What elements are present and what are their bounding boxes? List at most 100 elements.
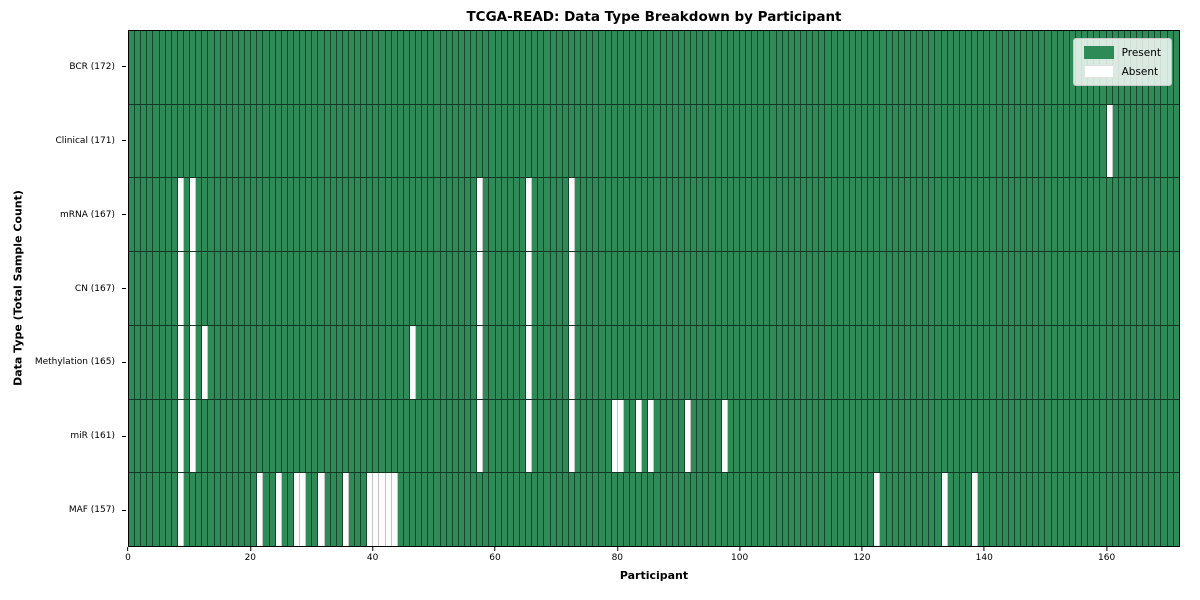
heatmap-cell [532, 104, 539, 178]
heatmap-cell [489, 104, 496, 178]
heatmap-cell [385, 399, 392, 473]
heatmap-cell [306, 473, 313, 547]
heatmap-cell [636, 399, 643, 473]
heatmap-cell [177, 325, 184, 399]
heatmap-cell [238, 178, 246, 252]
heatmap-cell [1075, 252, 1083, 325]
heatmap-cell [788, 104, 795, 178]
heatmap-cell [489, 252, 496, 325]
heatmap-cell [746, 104, 753, 178]
heatmap-cell [727, 104, 734, 178]
heatmap-row [129, 473, 1179, 547]
heatmap-cell [397, 473, 404, 547]
heatmap-cell [391, 325, 398, 399]
heatmap-cell [1118, 252, 1125, 325]
heatmap-cell [739, 325, 747, 399]
heatmap-cell [465, 252, 472, 325]
x-tick-label: 160 [1098, 553, 1116, 563]
heatmap-cell [1063, 473, 1070, 547]
heatmap-cell [245, 31, 252, 104]
heatmap-cell [666, 31, 673, 104]
heatmap-cell [581, 325, 588, 399]
heatmap-cell [501, 252, 508, 325]
heatmap-cell [526, 31, 533, 104]
heatmap-cell [947, 178, 954, 252]
heatmap-cell [819, 252, 826, 325]
heatmap-cell [1167, 473, 1174, 547]
heatmap-cell [159, 252, 166, 325]
heatmap-cell [226, 473, 233, 547]
heatmap-cell [330, 473, 337, 547]
heatmap-cell [599, 325, 606, 399]
heatmap-cell [471, 31, 478, 104]
heatmap-cell [1100, 473, 1107, 547]
heatmap-cell [617, 31, 624, 104]
heatmap-cell [764, 252, 771, 325]
heatmap-cell [220, 31, 227, 104]
heatmap-cell [306, 325, 313, 399]
heatmap-cell [972, 31, 979, 104]
heatmap-cell [153, 104, 160, 178]
heatmap-cell [330, 31, 337, 104]
heatmap-cell [959, 104, 966, 178]
heatmap-cell [434, 399, 441, 473]
heatmap-cell [892, 31, 899, 104]
heatmap-cell [410, 325, 417, 399]
heatmap-cell [629, 104, 637, 178]
heatmap-cell [397, 252, 404, 325]
heatmap-cell [849, 178, 857, 252]
heatmap-cell [1118, 104, 1125, 178]
heatmap-cell [526, 473, 533, 547]
heatmap-cell [837, 325, 844, 399]
heatmap-cell [831, 252, 838, 325]
heatmap-cell [416, 325, 423, 399]
heatmap-cell [196, 473, 203, 547]
heatmap-cell [629, 325, 637, 399]
y-tick: BCR (172) [0, 30, 126, 104]
heatmap-cell [666, 252, 673, 325]
heatmap-cell [507, 325, 514, 399]
heatmap-cell [776, 325, 783, 399]
heatmap-cell [1063, 325, 1070, 399]
heatmap-cell [984, 325, 991, 399]
heatmap-cell [1069, 104, 1076, 178]
heatmap-cell [715, 104, 722, 178]
heatmap-cell [666, 104, 673, 178]
legend-entry: Present [1083, 46, 1161, 59]
heatmap-cell [978, 325, 985, 399]
heatmap-cell [391, 399, 398, 473]
heatmap-cell [1063, 252, 1070, 325]
heatmap-cell [1039, 325, 1046, 399]
heatmap-cell [862, 31, 869, 104]
heatmap-cell [452, 104, 459, 178]
heatmap-cell [984, 399, 991, 473]
heatmap-cell [684, 178, 692, 252]
heatmap-cell [202, 473, 209, 547]
heatmap-cell [801, 399, 808, 473]
heatmap-cell [856, 325, 863, 399]
heatmap-cell [422, 178, 429, 252]
heatmap-cell [691, 473, 698, 547]
heatmap-cell [532, 31, 539, 104]
heatmap-cell [1039, 104, 1046, 178]
heatmap-cell [984, 473, 991, 547]
heatmap-cell [849, 473, 857, 547]
heatmap-cell [727, 31, 734, 104]
heatmap-cell [361, 178, 368, 252]
heatmap-cell [153, 178, 160, 252]
heatmap-cell [636, 31, 643, 104]
heatmap-cell [965, 325, 973, 399]
heatmap-cell [477, 178, 484, 252]
heatmap-cell [911, 252, 918, 325]
heatmap-cell [373, 399, 380, 473]
heatmap-cell [348, 31, 356, 104]
heatmap-cell [605, 104, 612, 178]
heatmap-cell [648, 252, 655, 325]
x-tick-label: 80 [611, 553, 624, 563]
heatmap-cell [953, 31, 960, 104]
heatmap-cell [1130, 178, 1138, 252]
heatmap-cell [520, 473, 527, 547]
heatmap-cell [1124, 104, 1131, 178]
heatmap-cell [483, 178, 490, 252]
heatmap-cell [183, 473, 191, 547]
